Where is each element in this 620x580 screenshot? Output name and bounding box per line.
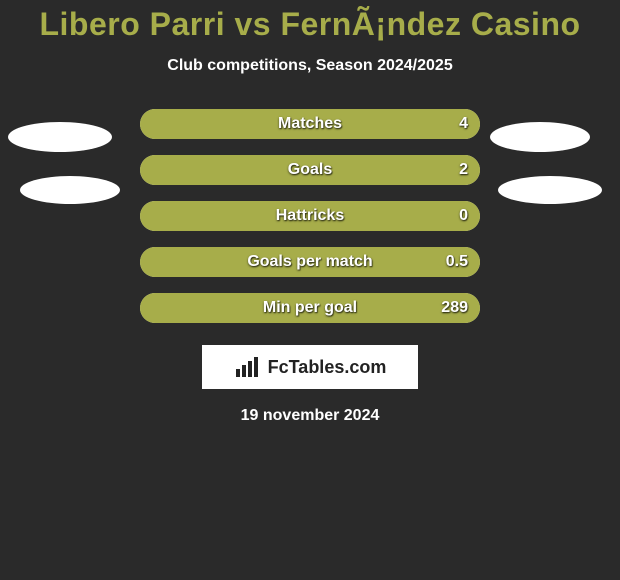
stat-value-right: 2 <box>459 155 468 185</box>
stat-label: Min per goal <box>140 293 480 323</box>
fctables-logo-text: FcTables.com <box>268 357 387 378</box>
stat-row: Goals2 <box>140 155 480 185</box>
stat-label: Matches <box>140 109 480 139</box>
stat-row: Min per goal289 <box>140 293 480 323</box>
stat-value-right: 289 <box>441 293 468 323</box>
stat-row: Matches4 <box>140 109 480 139</box>
stat-value-right: 0 <box>459 201 468 231</box>
stat-value-right: 4 <box>459 109 468 139</box>
stat-row: Goals per match0.5 <box>140 247 480 277</box>
comparison-title: Libero Parri vs FernÃ¡ndez Casino <box>0 0 620 43</box>
stat-label: Hattricks <box>140 201 480 231</box>
date-text: 19 november 2024 <box>0 407 620 425</box>
bar-chart-icon <box>234 355 262 379</box>
decorative-ellipse <box>8 122 112 152</box>
fctables-logo: FcTables.com <box>202 345 418 389</box>
decorative-ellipse <box>498 176 602 204</box>
stat-label: Goals per match <box>140 247 480 277</box>
decorative-ellipse <box>20 176 120 204</box>
decorative-ellipse <box>490 122 590 152</box>
stat-label: Goals <box>140 155 480 185</box>
stat-value-right: 0.5 <box>446 247 468 277</box>
comparison-subtitle: Club competitions, Season 2024/2025 <box>0 57 620 75</box>
stat-row: Hattricks0 <box>140 201 480 231</box>
